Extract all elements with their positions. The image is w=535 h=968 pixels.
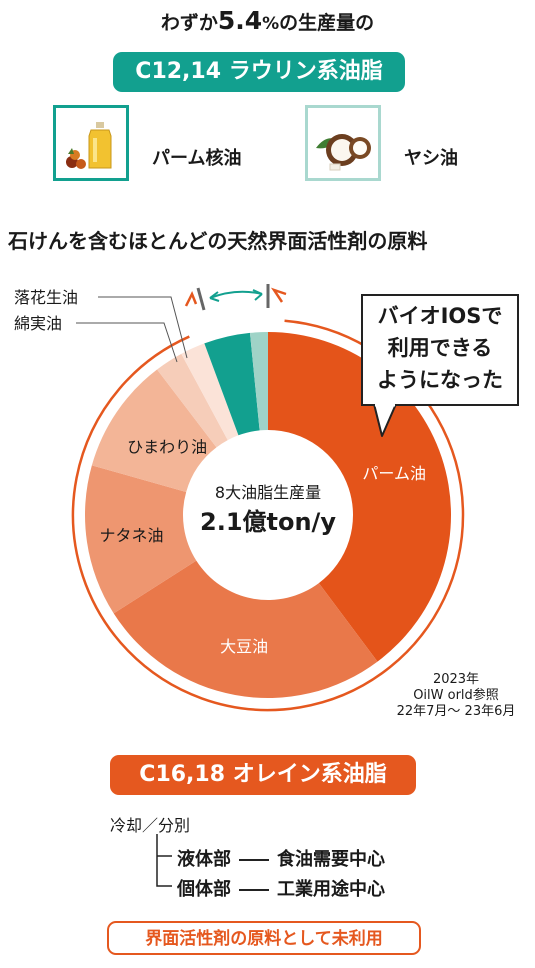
solid-part-label: 個体部 <box>177 879 231 900</box>
headline-suffix: の生産量の <box>279 12 375 34</box>
slice-0 <box>268 332 451 662</box>
palm-kernel-oil-label: パーム核油 <box>152 148 242 169</box>
source-note-period: 22年7月～ 23年6月 <box>396 704 516 719</box>
center-label: 8大油脂生産量 <box>215 483 321 502</box>
donut-slices <box>84 332 451 698</box>
solid-fraction-row: 個体部 工業用途中心 <box>177 875 385 901</box>
source-note-year: 2023年 <box>432 672 480 687</box>
lauric-bracket <box>184 284 287 311</box>
bracket-tick-left <box>196 287 206 311</box>
solid-use-label: 工業用途中心 <box>277 879 385 900</box>
bio-ios-callout: バイオIOSで 利用できる ようになった <box>361 294 519 406</box>
headline-percent-sign: % <box>262 14 280 34</box>
liquid-part-label: 液体部 <box>177 849 231 870</box>
arc-arrow-left-icon <box>184 290 198 307</box>
lauric-exclusion-arc <box>71 319 465 712</box>
slice-2 <box>84 465 197 614</box>
section-title: 石けんを含むほとんどの天然界面活性剤の原料 <box>8 229 428 253</box>
separation-tree-lines <box>156 834 172 887</box>
slice-label-3: ひまわり油 <box>127 437 207 456</box>
source-note-source: OilW orld参照 <box>413 688 499 703</box>
leader-lines <box>76 296 188 363</box>
slice-5 <box>181 343 239 441</box>
liquid-fraction-row: 液体部 食油需要中心 <box>177 845 385 871</box>
callout-line-1: バイオIOSで <box>377 304 503 328</box>
liquid-dash <box>239 859 269 861</box>
peanut-leader-line <box>98 296 188 359</box>
palm-kernel-oil-bottle-icon <box>66 122 112 169</box>
unused-note: 界面活性剤の原料として未利用 <box>107 921 421 955</box>
lauric-oils-label: C12,14 ラウリン系油脂 <box>113 52 405 92</box>
separation-label: 冷却／分別 <box>110 816 191 835</box>
source-note: 2023年 OilW orld参照 22年7月～ 23年6月 <box>376 672 535 720</box>
headline-prefix: わずか <box>160 12 218 34</box>
coconut-oil-label: ヤシ油 <box>404 148 458 169</box>
arrowhead-left-icon <box>209 291 220 302</box>
callout-line-2: 利用できる <box>387 336 493 360</box>
slice-label-2: ナタネ油 <box>99 526 163 545</box>
slice-label-5: 綿実油 <box>14 314 62 333</box>
coconut-image <box>305 105 381 181</box>
cottonseed-leader-line <box>76 322 178 363</box>
slice-7 <box>249 332 268 431</box>
liquid-use-label: 食油需要中心 <box>277 849 385 870</box>
slice-label-1: 大豆油 <box>220 637 268 656</box>
callout-pointer <box>373 404 397 437</box>
coconut-icon <box>316 134 371 171</box>
slice-label-0: パーム油 <box>362 464 426 483</box>
palm-kernel-oil-image <box>53 105 129 181</box>
arc-arrow-right-icon <box>270 287 287 303</box>
lauric-span-arrow <box>209 290 263 299</box>
oleic-oils-label: C16,18 オレイン系油脂 <box>110 755 416 795</box>
solid-dash <box>239 889 269 891</box>
callout-line-3: ようになった <box>377 368 503 392</box>
center-value: 2.1億ton/y <box>200 508 336 536</box>
arrowhead-right-icon <box>252 289 263 301</box>
headline-percentage: 5.4 <box>217 6 263 35</box>
headline: わずか5.4%の生産量の <box>0 6 535 35</box>
slice-6 <box>204 332 260 436</box>
slice-label-4: 落花生油 <box>14 288 78 307</box>
slice-1 <box>113 560 378 698</box>
slice-3 <box>91 369 217 492</box>
slice-4 <box>157 353 228 448</box>
